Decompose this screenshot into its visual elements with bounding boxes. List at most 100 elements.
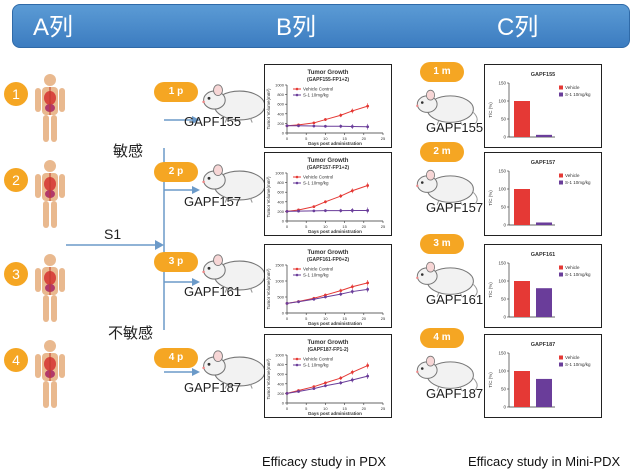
pdx-badge-2: 2 p	[154, 162, 198, 182]
y-axis-label: T/C (%)	[488, 102, 493, 118]
pdx-study-caption: Efficacy study in PDX	[262, 454, 387, 469]
y-tick-label: 1000	[275, 279, 285, 284]
data-point	[366, 104, 370, 108]
x-tick-label: 25	[381, 224, 386, 229]
y-tick-label: 0	[503, 135, 506, 140]
x-tick-label: 20	[362, 224, 367, 229]
legend-swatch	[559, 272, 563, 277]
human-body-icon	[35, 254, 65, 322]
pdx-model-name: GAPF187	[184, 380, 242, 395]
legend-label: S-1 10mg/kg	[303, 181, 329, 186]
mouse-icon	[202, 350, 270, 389]
y-tick-label: 50	[501, 297, 507, 302]
chart-title: GAPF187	[531, 342, 555, 348]
x-tick-label: 25	[381, 406, 386, 411]
chart-title: Tumor Growth	[308, 340, 349, 346]
mini-model-name: GAPF161	[426, 292, 484, 307]
x-tick-label: 15	[342, 406, 347, 411]
mini-badge-3: 3 m	[420, 234, 464, 254]
legend-label: S-1 10mg/kg	[565, 272, 591, 277]
y-tick-label: 100	[498, 187, 506, 192]
data-point	[297, 300, 300, 304]
pdx-badge-4: 4 p	[154, 348, 198, 368]
column-c-title: C列	[497, 14, 539, 41]
tumor-growth-chart: Tumor Growth (GAPF161-FP0+2) 0 5 10 15 20 25 0 50…	[264, 244, 392, 328]
bar	[536, 378, 552, 407]
legend-label: Vehicle Control	[303, 357, 333, 362]
data-point	[297, 209, 300, 213]
y-tick-label: 200	[277, 391, 284, 396]
data-point	[312, 387, 316, 390]
header-bar: A列 B列 C列	[12, 4, 630, 48]
mini-model-name: GAPF155	[426, 120, 484, 135]
bar	[536, 222, 552, 225]
data-point	[366, 281, 370, 285]
y-tick-label: 200	[277, 121, 284, 126]
y-tick-label: 0	[282, 401, 285, 406]
y-tick-label: 400	[277, 381, 284, 386]
mini-badge-2: 2 m	[420, 142, 464, 162]
y-tick-label: 0	[282, 311, 285, 316]
x-tick-label: 15	[342, 316, 347, 321]
x-axis-label: Days post administration	[308, 321, 362, 326]
tc-ratio-chart: GAPF155 0 50 100 150 T/C (%) Vehicle S-1 10mg/k…	[484, 64, 602, 148]
x-tick-label: 25	[381, 316, 386, 321]
chart-title: GAPF157	[531, 160, 555, 166]
data-point	[324, 200, 327, 204]
data-point	[312, 297, 316, 301]
legend-marker	[295, 267, 299, 271]
bar	[536, 288, 552, 317]
y-axis-label: Tumor Volume(mm³)	[266, 268, 271, 310]
x-tick-label: 10	[323, 316, 328, 321]
y-tick-label: 0	[503, 315, 506, 320]
y-tick-label: 600	[277, 102, 284, 107]
x-tick-label: 15	[342, 224, 347, 229]
data-point	[339, 289, 343, 292]
chart-title: Tumor Growth	[308, 250, 349, 256]
y-axis-label: Tumor Volume(mm³)	[266, 176, 271, 218]
x-tick-label: 5	[305, 406, 308, 411]
data-point	[285, 210, 289, 213]
data-point	[285, 392, 289, 395]
chart-title: GAPF155	[531, 72, 555, 78]
x-tick-label: 20	[362, 136, 367, 141]
chart-title: GAPF161	[531, 252, 555, 258]
flow-branch-2-head	[192, 186, 200, 194]
legend-label: S-1 10mg/kg	[303, 93, 329, 98]
data-point	[350, 285, 354, 289]
treatment-label: S1	[104, 226, 122, 242]
y-tick-label: 500	[277, 295, 284, 300]
y-tick-label: 800	[277, 362, 284, 367]
mini-badge-1: 1 m	[420, 62, 464, 82]
tc-ratio-chart: GAPF187 0 50 100 150 T/C (%) Vehicle S-1 10mg/k…	[484, 334, 602, 418]
data-point	[324, 381, 327, 385]
column-b-title: B列	[276, 14, 317, 41]
x-tick-label: 10	[323, 224, 328, 229]
data-point	[324, 124, 327, 128]
data-point	[285, 124, 289, 128]
bar	[536, 134, 552, 137]
y-tick-label: 0	[282, 219, 285, 224]
pdx-model-name: GAPF161	[184, 284, 242, 299]
y-tick-label: 50	[501, 205, 507, 210]
tumor-growth-plot: Tumor Growth(GAPF161-FP0+2) 0 5 10 15 20 25 0 50…	[266, 250, 386, 326]
x-tick-label: 0	[286, 316, 289, 321]
mini-model-name: GAPF187	[426, 386, 484, 401]
legend-swatch	[559, 355, 563, 360]
y-tick-label: 100	[498, 279, 506, 284]
legend-label: S-1 10mg/kg	[565, 362, 591, 367]
data-point	[324, 118, 327, 121]
legend-swatch	[559, 362, 563, 367]
y-axis-label: Tumor Volume(mm³)	[266, 88, 271, 130]
x-tick-label: 0	[286, 136, 289, 141]
mouse-icon	[416, 261, 478, 297]
legend-marker	[295, 93, 299, 97]
mouse-icon	[416, 89, 478, 125]
legend-marker	[295, 175, 299, 179]
x-tick-label: 5	[305, 316, 308, 321]
chart-title: Tumor Growth	[308, 70, 349, 76]
data-point	[339, 194, 343, 198]
x-axis-label: Days post administration	[308, 229, 362, 234]
data-point	[339, 292, 343, 296]
legend-swatch	[559, 180, 563, 185]
